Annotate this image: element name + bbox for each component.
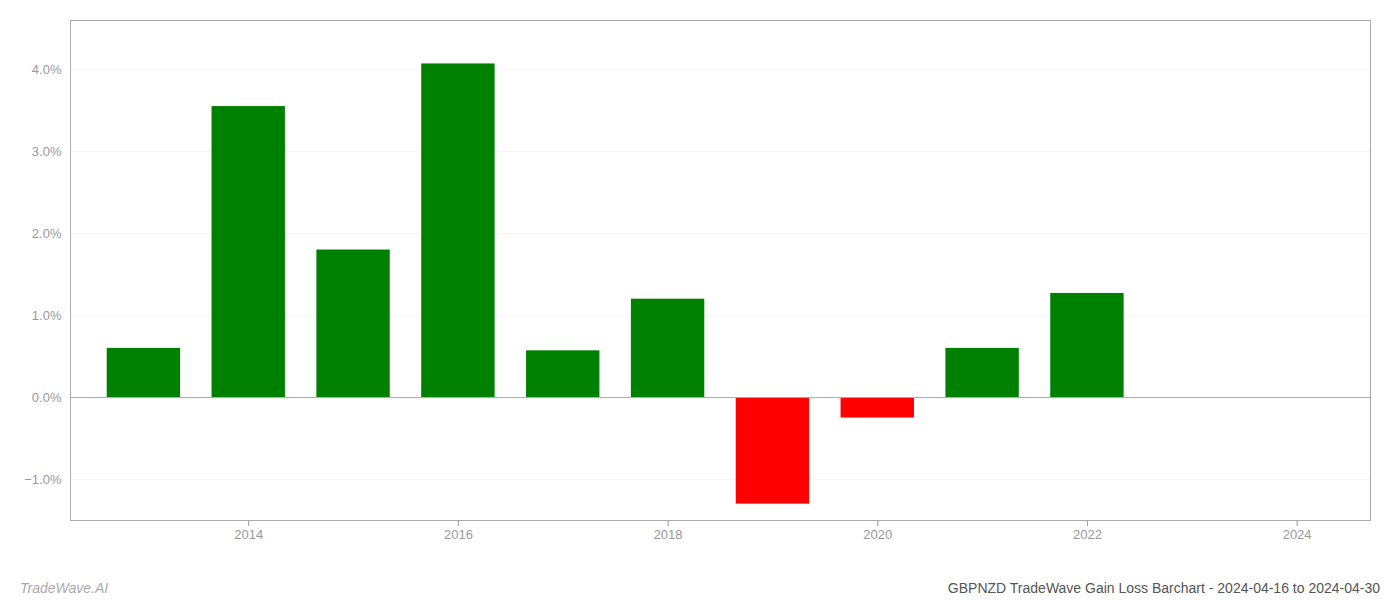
svg-text:2.0%: 2.0%	[32, 226, 62, 241]
svg-text:2016: 2016	[444, 527, 473, 542]
svg-text:−1.0%: −1.0%	[24, 472, 62, 487]
svg-text:1.0%: 1.0%	[32, 308, 62, 323]
svg-text:4.0%: 4.0%	[32, 62, 62, 77]
svg-text:2018: 2018	[654, 527, 683, 542]
html-text:TradeWave.AI: TradeWave.AI	[20, 580, 109, 596]
svg-text:3.0%: 3.0%	[32, 144, 62, 159]
html-text:GBPNZD TradeWave Gain Loss Bar: GBPNZD TradeWave Gain Loss Barchart - 20…	[947, 580, 1380, 596]
svg-text:2022: 2022	[1073, 527, 1102, 542]
svg-text:2014: 2014	[234, 527, 263, 542]
svg-text:0.0%: 0.0%	[32, 390, 62, 405]
svg-text:2020: 2020	[863, 527, 892, 542]
svg-text:2024: 2024	[1283, 527, 1312, 542]
